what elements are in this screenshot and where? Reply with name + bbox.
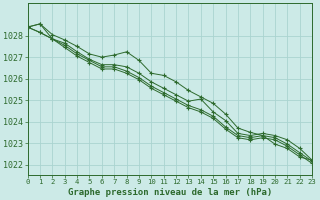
X-axis label: Graphe pression niveau de la mer (hPa): Graphe pression niveau de la mer (hPa) [68, 188, 272, 197]
